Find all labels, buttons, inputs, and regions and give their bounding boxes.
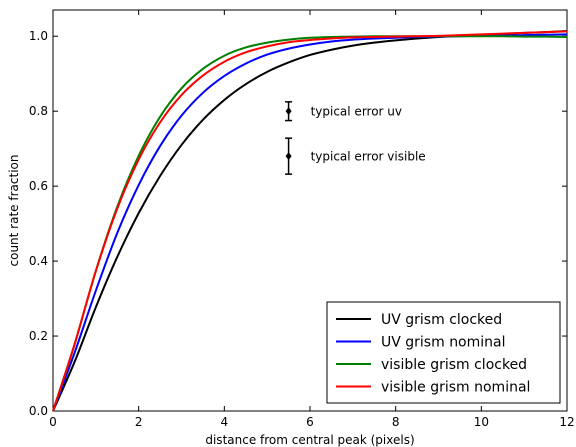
y-axis-ticks: 0.0 0.2 0.4 0.6 0.8 1.0 [29, 29, 567, 418]
x-tick-label: 2 [135, 415, 143, 429]
y-axis-label: count rate fraction [7, 155, 21, 267]
legend-item: visible grism nominal [336, 380, 530, 396]
error-bar-1 [285, 101, 293, 122]
error-bar-marker [285, 152, 292, 161]
legend-label: UV grism nominal [381, 335, 506, 351]
series-lines [52, 29, 568, 412]
legend: UV grism clocked UV grism nominal visible … [326, 301, 561, 404]
x-axis-label: distance from central peak (pixels) [205, 433, 414, 447]
error-bar-2 [285, 137, 293, 175]
legend-item: UV grism nominal [336, 335, 506, 351]
annotation-label: typical error visible [311, 150, 426, 164]
x-tick-label: 8 [392, 415, 400, 429]
error-bar-marker [285, 107, 292, 116]
legend-item: visible grism clocked [336, 357, 527, 373]
x-axis-ticks: 0 2 4 6 8 10 12 [49, 10, 575, 429]
annotations: typical error uv typical error visible [285, 101, 426, 175]
y-tick-label: 0.2 [29, 329, 48, 343]
series-line-3 [52, 35, 568, 412]
y-tick-label: 0.0 [29, 404, 48, 418]
legend-item: UV grism clocked [336, 312, 502, 328]
x-tick-label: 12 [559, 415, 574, 429]
x-tick-label: 10 [474, 415, 489, 429]
legend-label: UV grism clocked [381, 312, 502, 328]
legend-label: visible grism nominal [381, 380, 530, 396]
x-tick-label: 4 [221, 415, 229, 429]
plot-area: 0 2 4 6 8 10 12 0.0 0.2 0.4 0.6 0.8 1.0 typical err… [29, 9, 575, 429]
legend-label: visible grism clocked [381, 357, 527, 373]
y-tick-label: 1.0 [29, 29, 48, 43]
annotation-label: typical error uv [311, 105, 402, 119]
x-tick-label: 6 [306, 415, 314, 429]
y-tick-label: 0.4 [29, 254, 48, 268]
y-tick-label: 0.6 [29, 179, 48, 193]
y-tick-label: 0.8 [29, 104, 48, 118]
x-tick-label: 0 [49, 415, 57, 429]
series-line-4 [52, 30, 568, 412]
